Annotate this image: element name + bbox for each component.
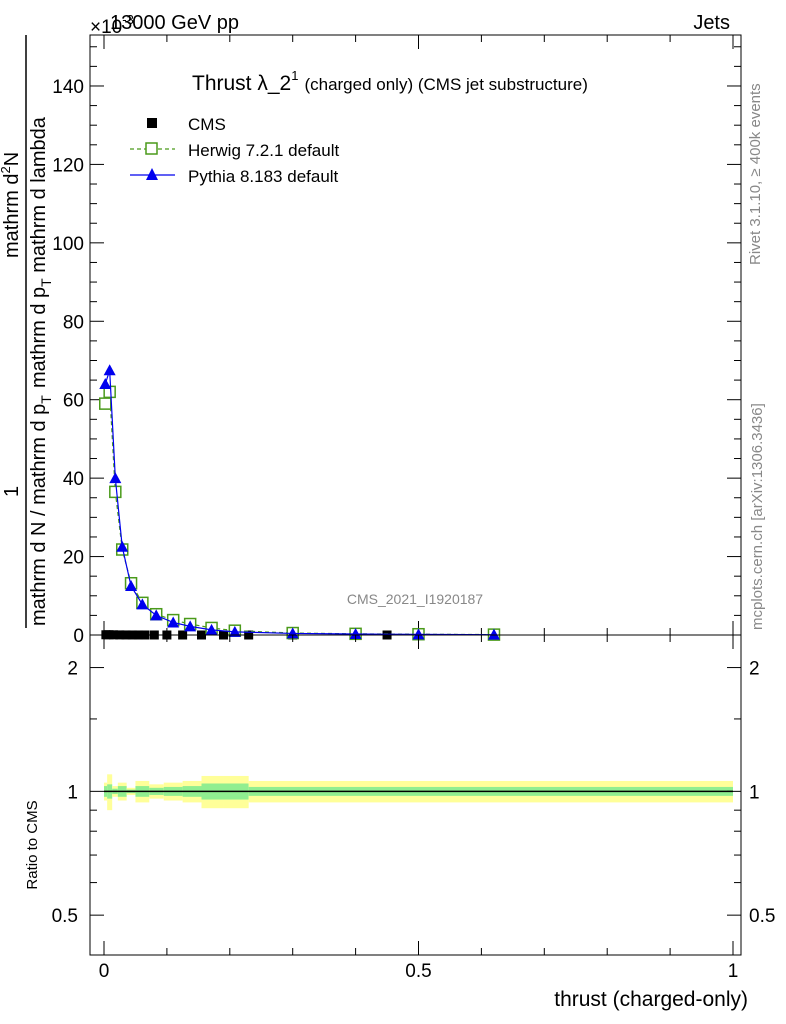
rivet-label: Rivet 3.1.10, ≥ 400k events <box>747 83 764 265</box>
ratio-y-tick-label: 0.5 <box>52 906 78 927</box>
y-tick-label: 60 <box>63 391 84 412</box>
process-label: Jets <box>693 12 730 34</box>
ratio-axes: 0.5 0.5 1 1 2 2 0 0.5 1 <box>52 635 775 982</box>
y-tick-label: 120 <box>52 155 84 176</box>
legend-label-herwig: Herwig 7.2.1 default <box>188 141 339 160</box>
ratio-y-tick-label-right: 1 <box>749 782 760 803</box>
ylabel-right-sup: 2 <box>0 166 13 173</box>
y-tick-label: 20 <box>63 548 84 569</box>
data-point-pythia <box>228 625 241 637</box>
mcplots-label: mcplots.cern.ch [arXiv:1306.3436] <box>749 403 766 630</box>
ylabel-den-sub: T <box>38 395 54 404</box>
legend: CMS Herwig 7.2.1 default Pythia 8.183 de… <box>130 115 339 186</box>
exponent-label: ×10-3 <box>90 12 134 38</box>
data-point-pythia <box>125 579 138 591</box>
y-tick-label: 140 <box>52 77 84 98</box>
ylabel-right-denominator: mathrm d pT mathrm d lambda <box>28 116 54 388</box>
data-point-pythia <box>116 540 129 552</box>
ratio-y-tick-label: 1 <box>67 782 78 803</box>
y-tick-label: 100 <box>52 234 84 255</box>
data-point-herwig <box>99 397 112 410</box>
x-tick-label: 0.5 <box>405 961 431 982</box>
ratio-bands <box>104 774 734 811</box>
y-tick-label: 80 <box>63 312 84 333</box>
ylabel-right-tail: N <box>1 152 23 166</box>
x-tick-label: 0 <box>99 961 110 982</box>
right-ylabel: mathrm d2N mathrm d pT mathrm d lambda <box>0 116 54 388</box>
ratio-y-tick-label: 2 <box>67 659 78 680</box>
ylabel-right-den-sub: T <box>38 278 54 287</box>
ylabel-right-main: mathrm d <box>1 174 23 258</box>
data-point-pythia <box>103 364 116 376</box>
chart-subtitle: (charged only) (CMS jet substructure) <box>304 75 587 94</box>
legend-marker-pythia <box>146 168 158 180</box>
exponent-prefix: ×10 <box>90 17 122 38</box>
data-point-pythia <box>205 623 218 635</box>
legend-label-cms: CMS <box>188 115 226 134</box>
ratio-plot-frame <box>89 634 742 956</box>
legend-label-pythia: Pythia 8.183 default <box>188 167 339 186</box>
ylabel-denominator: mathrm d N / mathrm d pT <box>28 395 54 626</box>
main-ylabel: 1 mathrm d N / mathrm d pT <box>1 35 54 628</box>
data-point-pythia <box>412 628 425 640</box>
data-point-pythia <box>99 378 112 390</box>
main-axes: 0 20 40 60 80 100 120 140 <box>52 35 741 647</box>
chart-title: Thrust λ_21 (charged only) (CMS jet subst… <box>192 68 588 95</box>
data-point-pythia <box>487 628 500 640</box>
exponent-power: -3 <box>122 12 134 27</box>
legend-marker-cms <box>147 118 157 128</box>
analysis-watermark: CMS_2021_I1920187 <box>347 591 483 607</box>
energy-label: 13000 GeV pp <box>110 12 239 34</box>
ylabel-den-main: mathrm d N / mathrm d p <box>28 404 50 626</box>
data-point-pythia <box>136 598 149 610</box>
data-point-pythia <box>109 472 122 484</box>
data-point-pythia <box>286 627 299 639</box>
x-axis-label: thrust (charged-only) <box>554 988 748 1011</box>
data-point-pythia <box>184 620 197 632</box>
ratio-y-tick-label-right: 2 <box>749 659 760 680</box>
data-point-herwig <box>109 485 122 499</box>
y-tick-label: 40 <box>63 469 84 490</box>
chart-title-sup: 1 <box>291 68 298 83</box>
ratio-ylabel: Ratio to CMS <box>24 800 41 889</box>
y-tick-label: 0 <box>73 626 84 647</box>
ylabel-numerator: 1 <box>1 486 23 497</box>
x-tick-label: 1 <box>728 961 739 982</box>
data-point-pythia <box>167 616 180 628</box>
data-point-pythia <box>150 609 163 621</box>
main-series <box>99 364 501 641</box>
ylabel-right-den-main: mathrm d p <box>28 287 50 388</box>
data-point-pythia <box>349 628 362 640</box>
legend-marker-herwig <box>145 142 158 155</box>
ylabel-right-den-tail: mathrm d lambda <box>28 116 50 278</box>
ylabel-right-numerator: mathrm d2N <box>0 152 23 258</box>
ratio-y-tick-label-right: 0.5 <box>749 906 775 927</box>
chart-title-main: Thrust λ_2 <box>192 72 291 95</box>
